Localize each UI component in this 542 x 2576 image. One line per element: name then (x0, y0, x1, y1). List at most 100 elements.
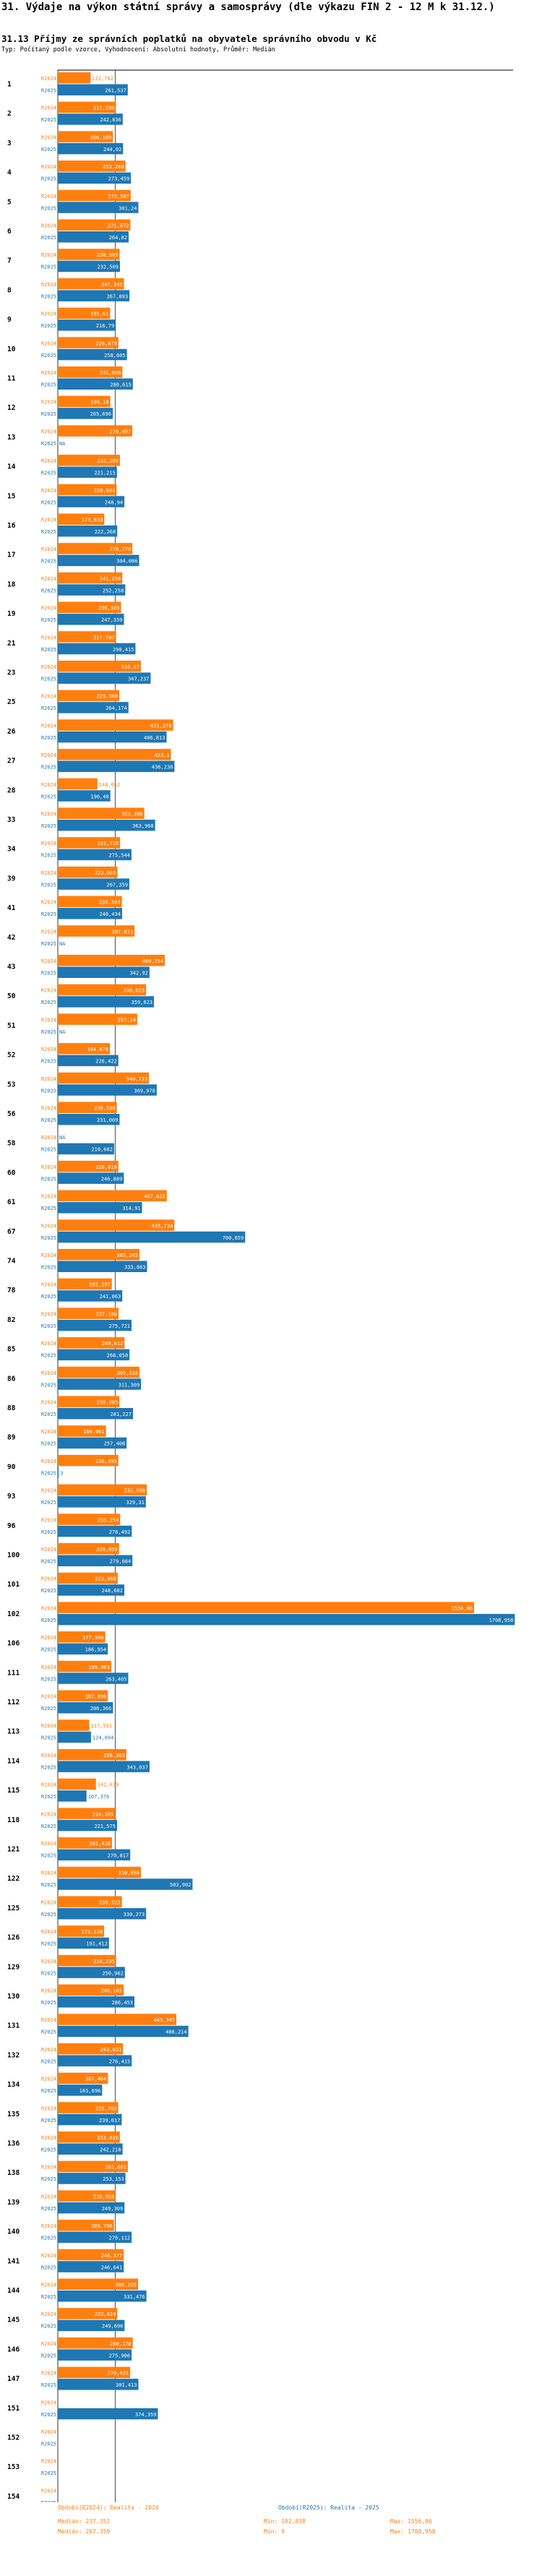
bar-r2025 (58, 1849, 131, 1860)
category-label: 147 (7, 2375, 20, 2383)
legend-min-2024: Min: 102,838 (264, 2518, 306, 2525)
value-label: 242,836 (100, 117, 121, 123)
series-label: R2024 (41, 312, 56, 317)
bar-r2025 (58, 202, 139, 213)
bar-r2024 (58, 807, 145, 819)
bar-r2025 (58, 466, 117, 478)
category-label: 5 (7, 198, 12, 206)
series-label: R2025 (41, 117, 56, 123)
category-label: 25 (7, 698, 16, 706)
value-label: 236,389 (98, 606, 120, 611)
bar-r2025 (58, 1202, 142, 1214)
bar-r2024 (58, 2337, 133, 2349)
series-label: R2025 (41, 911, 56, 917)
chart-note: Typ: Počítaný podle vzorce, Vyhodnocení:… (1, 46, 275, 53)
value-label: 117,531 (90, 1723, 112, 1729)
series-label: R2024 (41, 2165, 56, 2171)
value-label: 249,612 (102, 1341, 124, 1347)
category-label: 90 (7, 1463, 16, 1471)
series-label: R2024 (41, 1311, 56, 1317)
value-label: 256,263 (103, 1753, 125, 1759)
value-label: 222,268 (95, 529, 116, 535)
series-label: R2025 (41, 794, 56, 799)
bar-r2024 (58, 1690, 108, 1701)
series-label: R2024 (41, 723, 56, 729)
series-label: R2024 (41, 164, 56, 170)
legend-median-2024: Medián: 237,352 (58, 2518, 111, 2525)
bar-r2025 (58, 113, 123, 125)
series-label: R2025 (41, 617, 56, 623)
series-label: R2024 (41, 2311, 56, 2317)
bar-r2025 (58, 1261, 147, 1272)
value-label: 246,377 (101, 2253, 123, 2259)
series-label: R2025 (41, 1618, 56, 1623)
series-label: R2024 (41, 1547, 56, 1553)
series-label: R2025 (41, 1853, 56, 1859)
value-label: 342,92 (130, 971, 148, 976)
category-label: 21 (7, 640, 16, 648)
category-label: 8 (7, 286, 12, 294)
value-label: 314,91 (122, 1206, 140, 1211)
bar-r2025 (58, 1584, 125, 1596)
bar-r2024 (58, 1896, 122, 1907)
value-label: NA (59, 1029, 66, 1035)
bar-r2025 (58, 348, 127, 361)
category-label: 145 (7, 2317, 20, 2324)
series-label: R2025 (41, 941, 56, 947)
value-label: 435,734 (152, 1223, 173, 1229)
series-label: R2025 (41, 353, 56, 359)
series-label: R2024 (41, 1047, 56, 1052)
value-label: 187,464 (85, 2077, 107, 2082)
category-label: 50 (7, 992, 16, 1000)
bar-r2024 (58, 719, 173, 731)
bar-r2024 (58, 690, 120, 702)
value-label: 267,359 (106, 882, 128, 888)
category-label: 27 (7, 757, 15, 765)
value-label: 206,366 (90, 1706, 112, 1712)
series-label: R2024 (41, 1811, 56, 1817)
value-label: 230,205 (97, 1400, 119, 1406)
series-label: R2025 (41, 2030, 56, 2035)
value-label: 241,258 (100, 576, 121, 582)
series-label: R2024 (41, 1341, 56, 1347)
series-label: R2024 (41, 1959, 56, 1965)
series-label: R2024 (41, 694, 56, 700)
bar-r2025 (58, 1319, 132, 1331)
category-label: 13 (7, 434, 16, 442)
category-label: 60 (7, 1169, 16, 1177)
bar-r2025 (58, 1114, 120, 1125)
category-label: 114 (7, 1757, 20, 1765)
series-label: R2025 (41, 1323, 56, 1329)
bar-r2025 (58, 1702, 113, 1714)
value-label: NA (59, 441, 66, 447)
value-label: 431,278 (150, 723, 172, 729)
bar-r2025 (58, 1613, 515, 1626)
series-label: R2025 (41, 2324, 56, 2330)
value-label: 124,094 (93, 1735, 114, 1741)
bar-r2025 (58, 260, 121, 272)
value-label: 270,817 (108, 1853, 129, 1859)
bar-r2024 (58, 896, 122, 908)
category-label: 125 (7, 1905, 20, 1912)
series-label: R2024 (41, 1282, 56, 1288)
value-label: 241,608 (100, 370, 121, 376)
series-label: R2025 (41, 2000, 56, 2006)
series-label: R2024 (41, 1605, 56, 1611)
series-label: R2024 (41, 1400, 56, 1406)
value-label: 406,813 (144, 735, 165, 741)
value-label: 340,733 (126, 1076, 148, 1082)
category-label: 152 (7, 2434, 20, 2442)
legend-r2024: Období(R2024): Realita - 2024 (58, 2504, 159, 2511)
series-label: R2025 (41, 1882, 56, 1888)
bar-r2025 (58, 1643, 108, 1655)
bar-r2024 (58, 2102, 119, 2113)
bar-r2024 (58, 1366, 139, 1378)
value-label: 331,476 (124, 2294, 145, 2300)
series-label: R2025 (41, 823, 56, 829)
value-label: 407,622 (144, 1194, 165, 1200)
legend-max-2024: Max: 1556,86 (390, 2518, 432, 2525)
value-label: 359,623 (132, 1000, 153, 1005)
series-label: R2025 (41, 1000, 56, 1005)
series-label: R2024 (41, 458, 56, 464)
series-label: R2024 (41, 1253, 56, 1258)
